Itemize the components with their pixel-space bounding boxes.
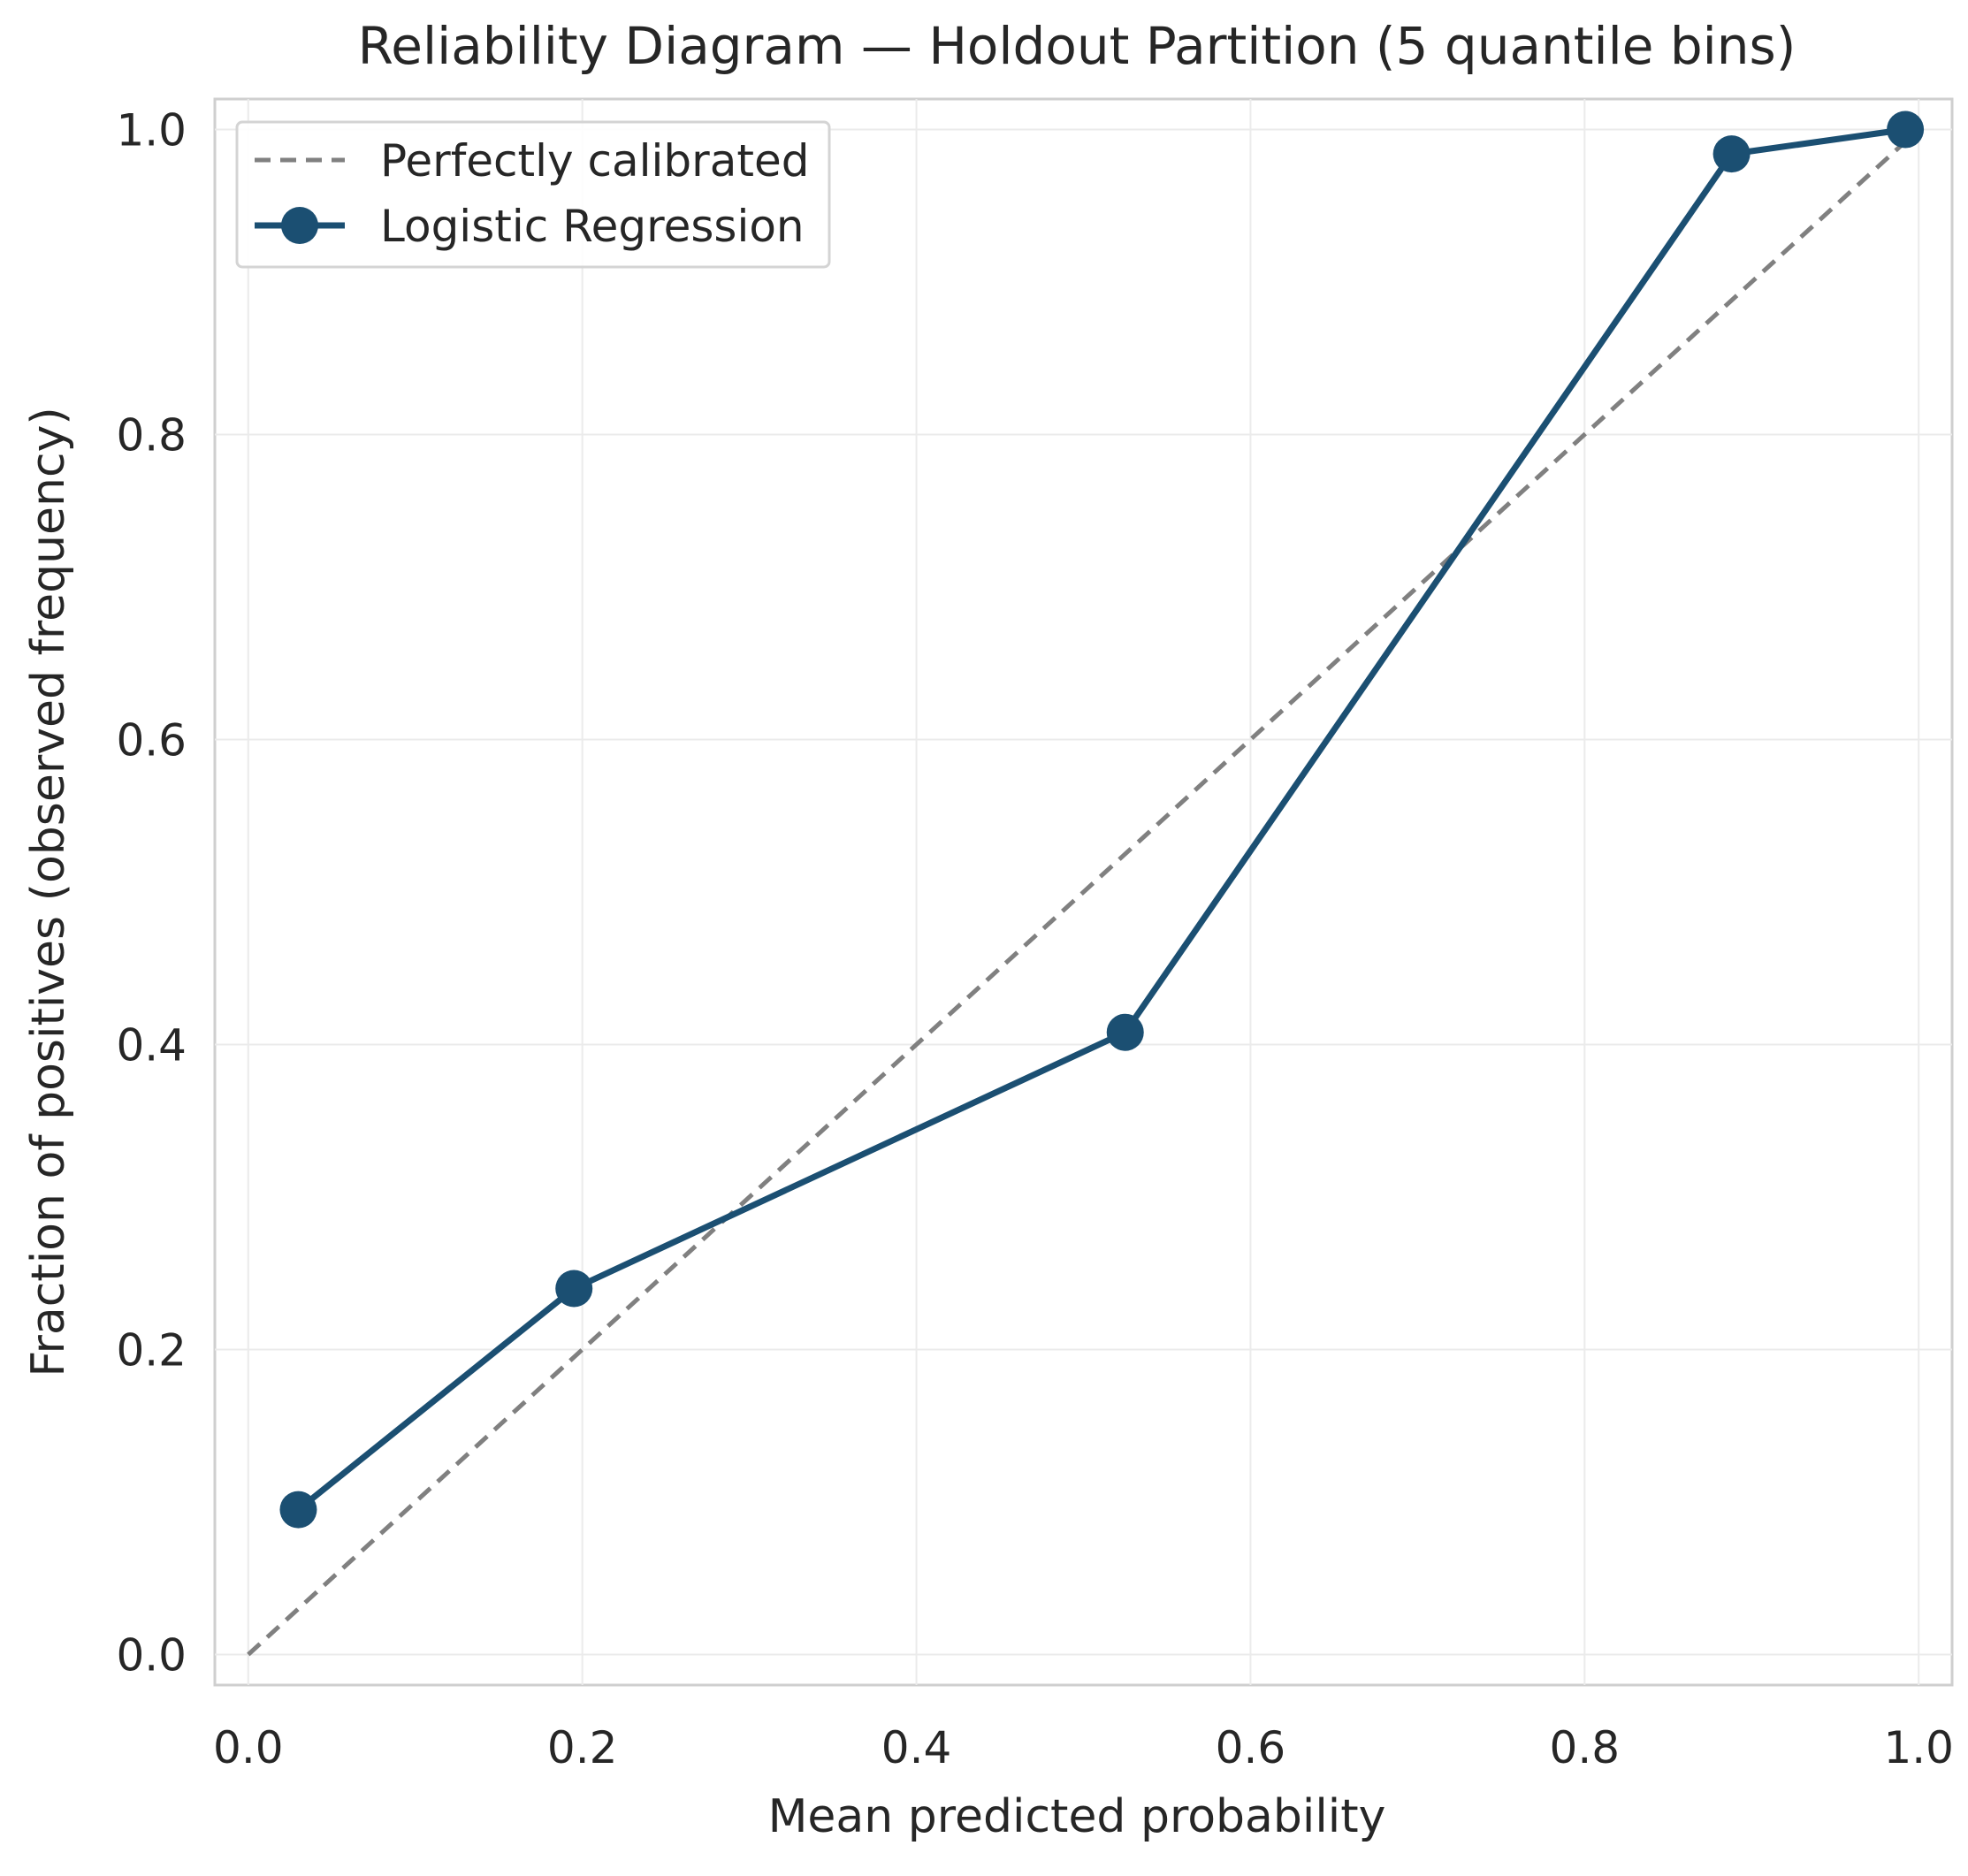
y-tick-label: 0.0	[116, 1630, 187, 1682]
legend-box	[235, 120, 831, 269]
y-tick-label: 0.4	[116, 1020, 187, 1071]
y-tick-label: 0.8	[116, 410, 187, 461]
x-tick-label: 0.6	[1216, 1722, 1286, 1773]
y-tick-label: 1.0	[116, 105, 187, 156]
series-layer	[247, 111, 1925, 1657]
x-tick-label: 1.0	[1883, 1722, 1954, 1773]
legend-label-perfectly-calibrated: Perfectly calibrated	[380, 135, 809, 187]
data-point-marker	[555, 1270, 593, 1308]
legend-label-logistic-regression: Logistic Regression	[380, 201, 805, 252]
data-point-marker	[1712, 135, 1751, 173]
legend: Perfectly calibrated Logistic Regression	[235, 120, 831, 269]
data-point-marker	[279, 1491, 317, 1529]
series-line-perfectly-calibrated	[247, 127, 1920, 1657]
y-tick-label: 0.6	[116, 715, 187, 766]
legend-marker-icon	[281, 207, 318, 244]
data-point-marker	[1106, 1013, 1144, 1051]
x-axis-label: Mean predicted probability	[768, 1790, 1386, 1843]
data-point-marker	[1887, 111, 1925, 149]
x-tick-label: 0.4	[881, 1722, 952, 1773]
chart-title: Reliability Diagram — Holdout Partition …	[358, 16, 1796, 76]
x-tick-label: 0.2	[547, 1722, 618, 1773]
grid-lines	[215, 99, 1952, 1685]
y-axis-label: Fraction of positives (observed frequenc…	[22, 407, 75, 1376]
tick-labels: 0.0 0.2 0.4 0.6 0.8 1.0 0.0 0.2 0.4 0.6 0.8 1.0	[116, 105, 1954, 1774]
x-tick-label: 0.0	[213, 1722, 284, 1773]
y-tick-label: 0.2	[116, 1325, 187, 1376]
x-tick-label: 0.8	[1550, 1722, 1621, 1773]
